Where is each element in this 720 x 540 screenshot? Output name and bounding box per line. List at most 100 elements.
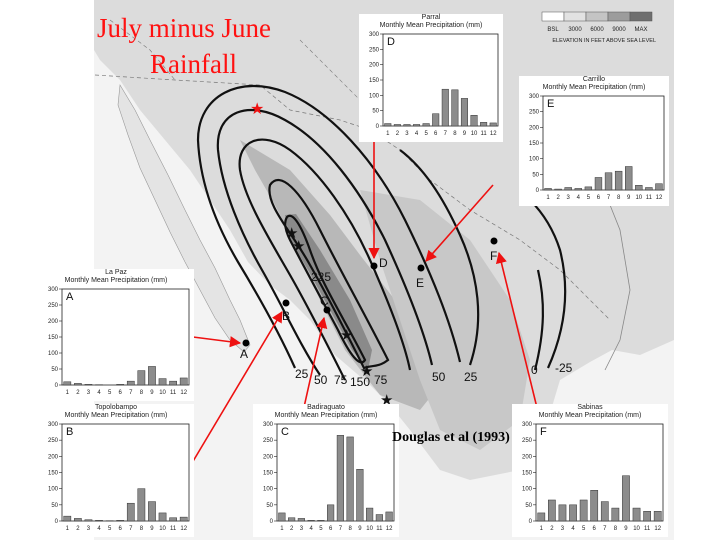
x-tick-label: 11 bbox=[644, 526, 651, 532]
chart-panel-b: Topolobampo Monthly Mean Precipitation (… bbox=[38, 404, 194, 537]
star-icon: ★ bbox=[360, 362, 373, 380]
y-tick-label: 200 bbox=[522, 454, 533, 460]
rainfall-contours bbox=[196, 84, 567, 381]
x-tick-label: 3 bbox=[87, 390, 91, 396]
plot-frame bbox=[276, 423, 395, 522]
y-tick-label: 150 bbox=[48, 335, 59, 341]
x-tick-label: 5 bbox=[319, 526, 323, 532]
y-tick-label: 250 bbox=[369, 47, 380, 53]
station-label-f: F bbox=[490, 249, 497, 263]
contour-50-west bbox=[216, 108, 434, 376]
precip-bar bbox=[611, 507, 620, 522]
x-tick-label: 11 bbox=[376, 526, 383, 532]
precip-bar bbox=[645, 187, 653, 191]
precip-bar bbox=[346, 436, 354, 522]
precip-bar bbox=[643, 511, 651, 522]
x-tick-label: 8 bbox=[140, 390, 144, 396]
x-tick-label: 12 bbox=[180, 526, 187, 532]
x-tick-label: 9 bbox=[358, 526, 362, 532]
precip-bar bbox=[537, 512, 546, 522]
precip-bar bbox=[297, 518, 305, 522]
contour-label: 50 bbox=[314, 373, 328, 387]
x-tick-label: 2 bbox=[556, 195, 560, 201]
precip-bar bbox=[460, 98, 468, 127]
contour-0 bbox=[533, 269, 545, 371]
x-tick-label: 7 bbox=[607, 195, 611, 201]
precip-bar bbox=[63, 515, 72, 522]
chart-panel-c: Badiraguato Monthly Mean Precipitation (… bbox=[253, 404, 399, 537]
x-tick-label: 12 bbox=[656, 195, 663, 201]
contour-25-west bbox=[196, 84, 462, 369]
station-dot-b bbox=[282, 299, 290, 307]
x-tick-label: 3 bbox=[567, 195, 571, 201]
precip-bar bbox=[548, 499, 556, 522]
x-tick-label: 10 bbox=[635, 195, 642, 201]
x-tick-label: 4 bbox=[415, 131, 419, 137]
x-tick-label: 1 bbox=[546, 195, 550, 201]
contour-neg25 bbox=[529, 199, 567, 369]
panel-subtitle: Monthly Mean Precipitation (mm) bbox=[379, 22, 483, 29]
precip-bar bbox=[356, 469, 364, 522]
station-label-a: A bbox=[240, 347, 248, 361]
x-tick-label: 2 bbox=[76, 526, 80, 532]
precip-bar bbox=[625, 166, 633, 191]
chart-panel-d: Parral Monthly Mean Precipitation (mm) D… bbox=[359, 14, 503, 142]
x-tick-label: 5 bbox=[424, 131, 428, 137]
precip-bar bbox=[558, 504, 567, 522]
precip-bar bbox=[126, 502, 135, 522]
precip-bar bbox=[137, 488, 146, 522]
precip-bar bbox=[604, 172, 613, 191]
precip-bar bbox=[403, 124, 411, 127]
plot-frame bbox=[382, 33, 499, 127]
precip-bar bbox=[84, 384, 93, 386]
precip-bar bbox=[569, 504, 577, 522]
x-tick-label: 6 bbox=[593, 526, 597, 532]
y-tick-label: 150 bbox=[529, 141, 540, 147]
panel-subtitle: Monthly Mean Precipitation (mm) bbox=[64, 277, 168, 284]
x-tick-label: 8 bbox=[453, 131, 457, 137]
x-tick-label: 4 bbox=[97, 526, 101, 532]
x-tick-label: 12 bbox=[654, 526, 661, 532]
x-tick-label: 3 bbox=[561, 526, 565, 532]
panel-station-name: Carrillo bbox=[582, 76, 606, 83]
x-tick-label: 1 bbox=[66, 390, 70, 396]
x-tick-label: 12 bbox=[386, 526, 393, 532]
y-tick-label: 150 bbox=[263, 471, 274, 477]
precip-bar bbox=[614, 170, 623, 191]
elevation-legend: BSL 3000 6000 9000 MAX ELEVATION IN FEET ABO… bbox=[538, 10, 656, 48]
y-tick-label: 250 bbox=[522, 438, 533, 444]
contour-label: 25 bbox=[295, 367, 309, 381]
precip-bar bbox=[158, 512, 167, 522]
x-tick-label: 5 bbox=[108, 390, 112, 396]
contour-label: 75 bbox=[334, 373, 348, 387]
chart-panel-f: Sabinas Monthly Mean Precipitation (mm) … bbox=[512, 404, 668, 537]
chart-panel-e: Carrillo Monthly Mean Precipitation (mm)… bbox=[519, 76, 669, 206]
x-tick-label: 2 bbox=[396, 131, 400, 137]
y-tick-label: 300 bbox=[369, 32, 380, 38]
precip-bar bbox=[393, 124, 401, 127]
panel-letter: F bbox=[540, 426, 547, 438]
precip-bar bbox=[278, 512, 286, 522]
x-tick-label: 9 bbox=[627, 195, 631, 201]
legend-swatch bbox=[563, 11, 587, 22]
precip-bar bbox=[288, 517, 296, 522]
x-tick-label: 7 bbox=[129, 526, 133, 532]
y-tick-label: 100 bbox=[48, 487, 59, 493]
x-tick-label: 6 bbox=[119, 390, 123, 396]
contour-label: 25 bbox=[464, 370, 478, 384]
precip-bar bbox=[422, 123, 430, 127]
x-tick-label: 8 bbox=[614, 526, 618, 532]
y-tick-label: 250 bbox=[48, 303, 59, 309]
y-tick-label: 250 bbox=[263, 438, 274, 444]
y-tick-label: 50 bbox=[51, 503, 58, 509]
precip-bar bbox=[590, 490, 599, 522]
legend-step-label: 6000 bbox=[590, 27, 604, 33]
legend-swatch bbox=[607, 11, 631, 22]
x-tick-label: 10 bbox=[471, 131, 478, 137]
x-tick-label: 7 bbox=[129, 390, 133, 396]
x-tick-label: 8 bbox=[348, 526, 352, 532]
